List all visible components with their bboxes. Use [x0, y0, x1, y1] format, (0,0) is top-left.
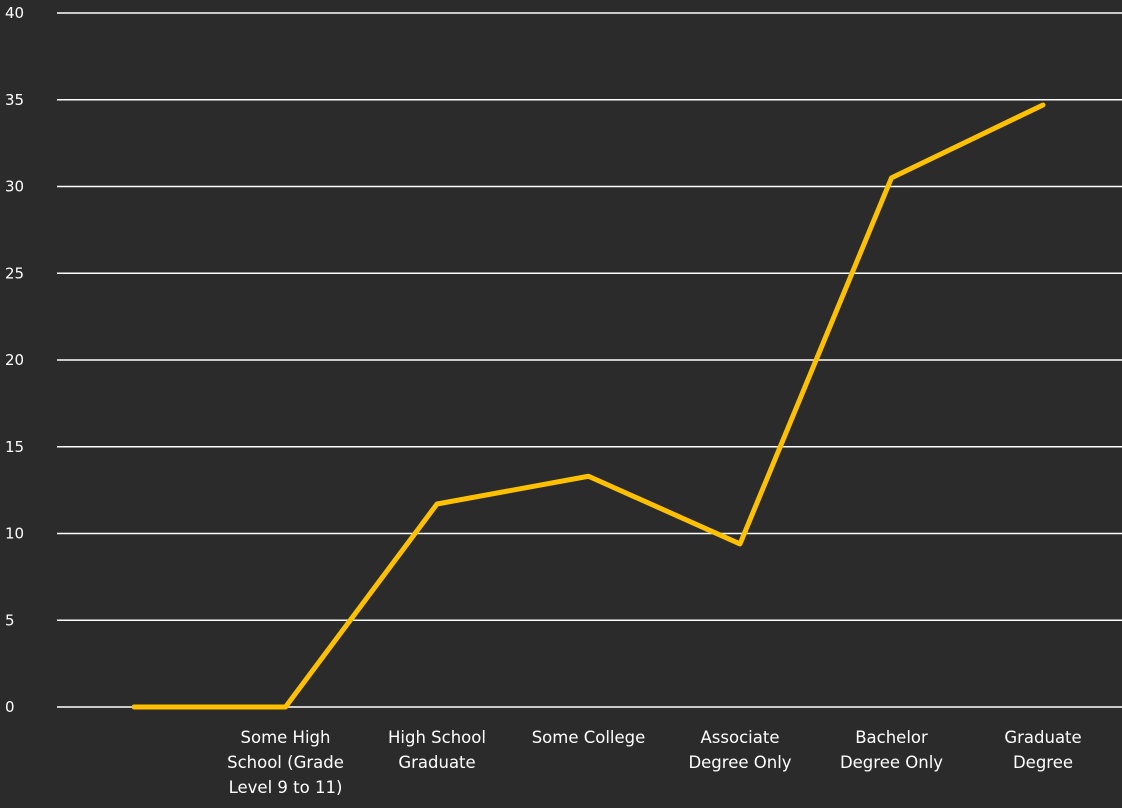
y-tick-label: 5 [5, 611, 15, 629]
y-tick-label: 30 [5, 178, 24, 196]
x-category-label: Bachelor Degree Only [840, 728, 943, 772]
y-tick-label: 25 [5, 264, 24, 282]
y-tick-label: 35 [5, 91, 24, 109]
series-line [131, 102, 1046, 710]
x-category-label: Associate Degree Only [688, 728, 791, 772]
gridlines [57, 12, 1122, 708]
series-layer [131, 102, 1046, 710]
y-tick-label: 10 [5, 525, 24, 543]
y-tick-label: 15 [5, 438, 24, 456]
x-category-label: Some College [532, 728, 646, 747]
x-category-label: Some High School (Grade Level 9 to 11) [227, 728, 344, 797]
y-axis-tick-labels: 0 5 10 15 20 25 30 35 40 [5, 4, 24, 716]
y-tick-label: 20 [5, 351, 24, 369]
x-category-label: High School Graduate [388, 728, 486, 772]
y-tick-label: 0 [5, 698, 15, 716]
x-axis-category-labels: Some High School (Grade Level 9 to 11) High… [227, 728, 1082, 797]
y-tick-label: 40 [5, 4, 24, 22]
x-category-label: Graduate Degree [1004, 728, 1081, 772]
